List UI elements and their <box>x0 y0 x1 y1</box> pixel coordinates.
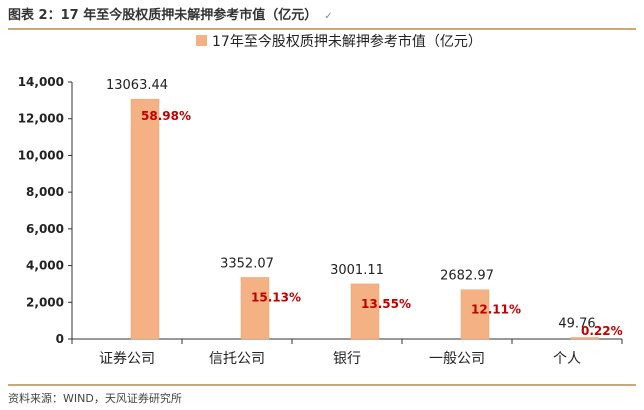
source-note: 资料来源：WIND，天风证券研究所 <box>8 384 636 406</box>
y-tick-label: 0 <box>56 332 64 346</box>
y-tick-label: 14,000 <box>18 75 64 89</box>
bar-value-label: 49.76 <box>558 317 595 332</box>
x-category-label: 一般公司 <box>429 351 485 367</box>
bar-value-label: 2682.97 <box>440 269 494 284</box>
legend-swatch <box>196 35 207 46</box>
check-mark-icon: ✓ <box>324 11 333 22</box>
bar-value-label: 3001.11 <box>330 263 384 278</box>
bar <box>130 98 160 340</box>
y-tick-label: 6,000 <box>26 222 64 236</box>
bar-percent-label: 13.55% <box>361 297 411 311</box>
bar <box>240 277 270 340</box>
y-tick-label: 10,000 <box>18 148 64 162</box>
bar-percent-label: 0.22% <box>581 324 623 338</box>
x-category-label: 个人 <box>553 351 581 367</box>
y-tick-label: 4,000 <box>26 259 64 273</box>
figure-title: 图表 2：17 年至今股权质押未解押参考市值（亿元） <box>8 8 318 23</box>
bar <box>570 337 600 340</box>
bar-percent-label: 15.13% <box>251 290 301 304</box>
bar <box>350 283 380 340</box>
bar <box>460 289 490 340</box>
figure-header: 图表 2：17 年至今股权质押未解押参考市值（亿元） ✓ <box>8 4 636 30</box>
bar-percent-label: 12.11% <box>471 303 521 317</box>
bar-value-label: 3352.07 <box>220 256 274 271</box>
y-tick-label: 2,000 <box>26 295 64 309</box>
bar-percent-label: 58.98% <box>141 109 191 123</box>
x-category-label: 银行 <box>333 351 361 367</box>
bar-value-label: 13063.44 <box>106 78 168 93</box>
y-tick-label: 12,000 <box>18 112 64 126</box>
x-category-label: 信托公司 <box>209 351 265 367</box>
y-tick-label: 8,000 <box>26 185 64 199</box>
x-category-label: 证券公司 <box>99 351 155 367</box>
legend-label: 17年至今股权质押未解押参考市值（亿元） <box>212 33 482 50</box>
